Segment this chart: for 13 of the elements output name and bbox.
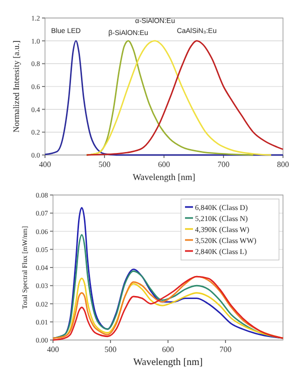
x-tick-label: 600 — [158, 160, 170, 169]
x-tick-label: 500 — [98, 160, 110, 169]
x-tick-label: 400 — [47, 345, 59, 354]
x-tick-label: 500 — [104, 345, 116, 354]
x-tick-label: 700 — [220, 345, 232, 354]
x-tick-label: 800 — [277, 160, 289, 169]
x-tick-label: 400 — [39, 160, 51, 169]
line-series — [44, 40, 284, 156]
x-axis-title: Wavelength [nm] — [133, 357, 203, 368]
x-tick-label: 600 — [162, 345, 174, 354]
x-axis-title: Wavelength [nm] — [132, 172, 196, 182]
x-tick-label: 700 — [218, 160, 230, 169]
y-axis-title: Normalized Intensity [a.u.] — [11, 40, 21, 133]
